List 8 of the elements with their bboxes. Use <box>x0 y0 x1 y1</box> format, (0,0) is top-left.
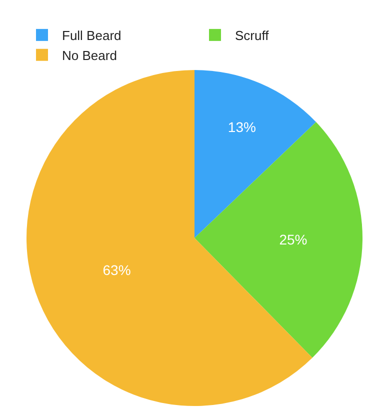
data-label: 63% <box>102 262 131 278</box>
data-label: 25% <box>279 232 308 248</box>
legend-label: Scruff <box>235 28 270 44</box>
legend-label: Full Beard <box>62 28 122 44</box>
legend-label: No Beard <box>62 48 117 63</box>
pie-slice <box>194 122 362 358</box>
pie-slice <box>26 70 312 406</box>
data-label: 13% <box>228 119 256 136</box>
